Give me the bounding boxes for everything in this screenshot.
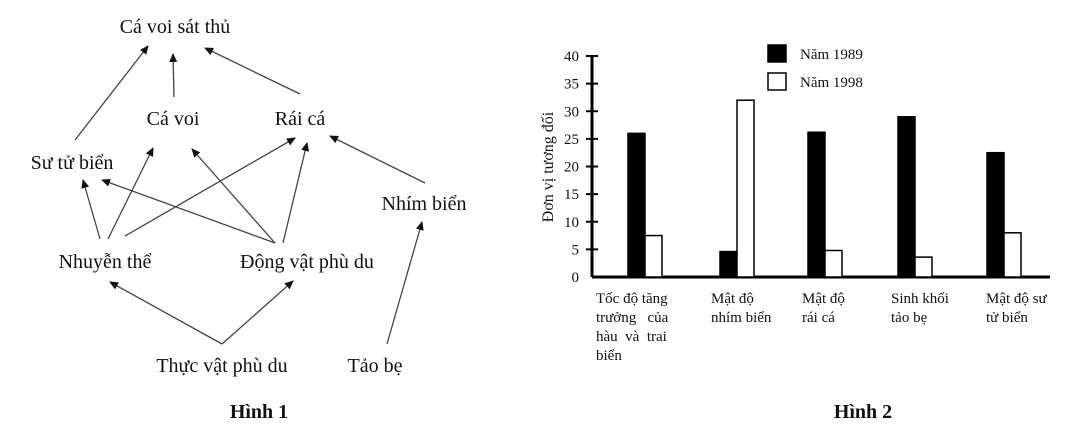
y-axis-title: Đơn vị tương đối: [540, 111, 557, 222]
arrow-nhuyen_the-to-rai_ca: [124, 137, 296, 237]
arrow-tao_be-to-nhim_bien: [386, 221, 424, 345]
y-axis: 0 5 10 15 20 25 30 35 40: [564, 49, 1050, 286]
bar-năm-1989-cat-1: [719, 250, 738, 278]
legend-label-1: Năm 1998: [800, 75, 863, 91]
x-category-label-line: trưởng của: [596, 310, 669, 326]
bar-năm-1989-cat-2: [807, 131, 826, 278]
x-category-label: Mật độ rái cá: [802, 290, 845, 328]
x-category-label-line: nhím biển: [711, 310, 772, 326]
y-tick-label: 0: [572, 270, 580, 286]
food-web-nodes: Cá voi sát thủ Cá voi Rái cá Sư tử biển Nhím…: [31, 16, 467, 377]
arrow-nhim_bien-to-rai_ca: [329, 135, 426, 184]
bar-năm-1998-cat-0: [644, 234, 663, 278]
node-tao-be: Tảo bẹ: [348, 355, 403, 377]
arrow-nhuyen_the-to-ca_voi: [107, 147, 154, 240]
food-web-diagram: Cá voi sát thủ Cá voi Rái cá Sư tử biển Nhím…: [31, 16, 467, 423]
figure-2-caption: Hình 2: [834, 401, 892, 423]
food-web-figure: Cá voi sát thủ Cá voi Rái cá Sư tử biển Nhím…: [0, 0, 520, 435]
node-nhuyen-the: Nhuyễn thể: [59, 251, 152, 273]
node-thuc-vat-phu-du: Thực vật phù du: [156, 355, 287, 377]
bar-năm-1998-cat-4: [1003, 232, 1022, 278]
arrow-dong_vat_phu_du-to-rai_ca: [282, 142, 310, 244]
node-rai-ca: Rái cá: [275, 108, 326, 130]
y-tick-label: 35: [564, 77, 579, 93]
node-su-tu-bien: Sư tử biển: [31, 152, 114, 174]
bar-năm-1989-cat-4: [986, 151, 1005, 278]
bar-năm-1989-cat-3: [897, 116, 916, 278]
node-dong-vat-phu-du: Động vật phù du: [240, 251, 374, 273]
y-tick-label: 20: [564, 160, 579, 176]
legend-label-0: Năm 1989: [800, 47, 863, 63]
node-ca-voi: Cá voi: [147, 108, 200, 130]
x-category-label: Tốc độ tăng trưởng của hàu và trai biển: [596, 290, 668, 366]
x-category-label-line: rái cá: [802, 310, 835, 326]
figure-1-caption: Hình 1: [230, 401, 288, 423]
x-category-label-line: Mật độ: [802, 291, 845, 307]
x-category-label-line: Mật độ: [711, 291, 754, 307]
bar-năm-1998-cat-3: [914, 256, 933, 278]
arrow-nhuyen_the-to-su_tu_bien: [81, 179, 101, 240]
chart-legend: Năm 1989 Năm 1998: [767, 44, 863, 91]
arrow-su_tu_bien-to-ca_voi_sat_thu: [74, 45, 149, 141]
arrow-dong_vat_phu_du-to-su_tu_bien: [101, 178, 276, 244]
x-category-label: Sinh khối tảo bẹ: [891, 290, 949, 328]
x-category-label-line: Sinh khối: [891, 291, 949, 307]
legend-swatch-1: [767, 72, 787, 91]
x-category-label: Mật độ nhím biển: [711, 290, 771, 328]
x-category-label-line: hàu và trai: [596, 329, 667, 345]
x-category-label-line: Tốc độ tăng: [596, 291, 668, 307]
y-tick-label: 15: [564, 187, 579, 203]
x-category-label-line: tử biển: [986, 310, 1028, 326]
arrow-ca_voi-to-ca_voi_sat_thu: [169, 53, 178, 98]
node-nhim-bien: Nhím biển: [382, 193, 467, 215]
y-tick-label: 10: [564, 215, 579, 231]
x-category-label-line: biển: [596, 348, 622, 364]
legend-swatch-0: [767, 44, 787, 63]
y-tick-label: 25: [564, 132, 579, 148]
bar-năm-1998-cat-1: [736, 99, 755, 278]
x-category-label-line: tảo bẹ: [891, 310, 928, 326]
bar-chart: 0 5 10 15 20 25 30 35 40 Năm 1989 Năm 1998 Đơn vị…: [540, 44, 1050, 423]
bar-năm-1989-cat-0: [627, 132, 646, 278]
bar-năm-1998-cat-2: [824, 249, 843, 278]
bar-series: [627, 99, 1022, 278]
arrow-rai_ca-to-ca_voi_sat_thu: [204, 47, 301, 95]
food-web-edges: [74, 45, 426, 345]
node-ca-voi-sat-thu: Cá voi sát thủ: [120, 16, 231, 38]
arrow-thuc_vat_phu_du-to-nhuyen_the: [109, 281, 223, 345]
bar-chart-figure: 0 5 10 15 20 25 30 35 40 Năm 1989 Năm 1998 Đơn vị…: [520, 0, 1078, 435]
arrow-thuc_vat_phu_du-to-dong_vat_phu_du: [221, 280, 294, 345]
y-tick-label: 5: [572, 242, 580, 258]
arrow-dong_vat_phu_du-to-ca_voi: [191, 148, 276, 244]
y-tick-label: 30: [564, 104, 579, 120]
y-tick-label: 40: [564, 49, 579, 65]
x-category-label: Mật độ sư tử biển: [986, 290, 1047, 328]
x-category-label-line: Mật độ sư: [986, 291, 1047, 307]
